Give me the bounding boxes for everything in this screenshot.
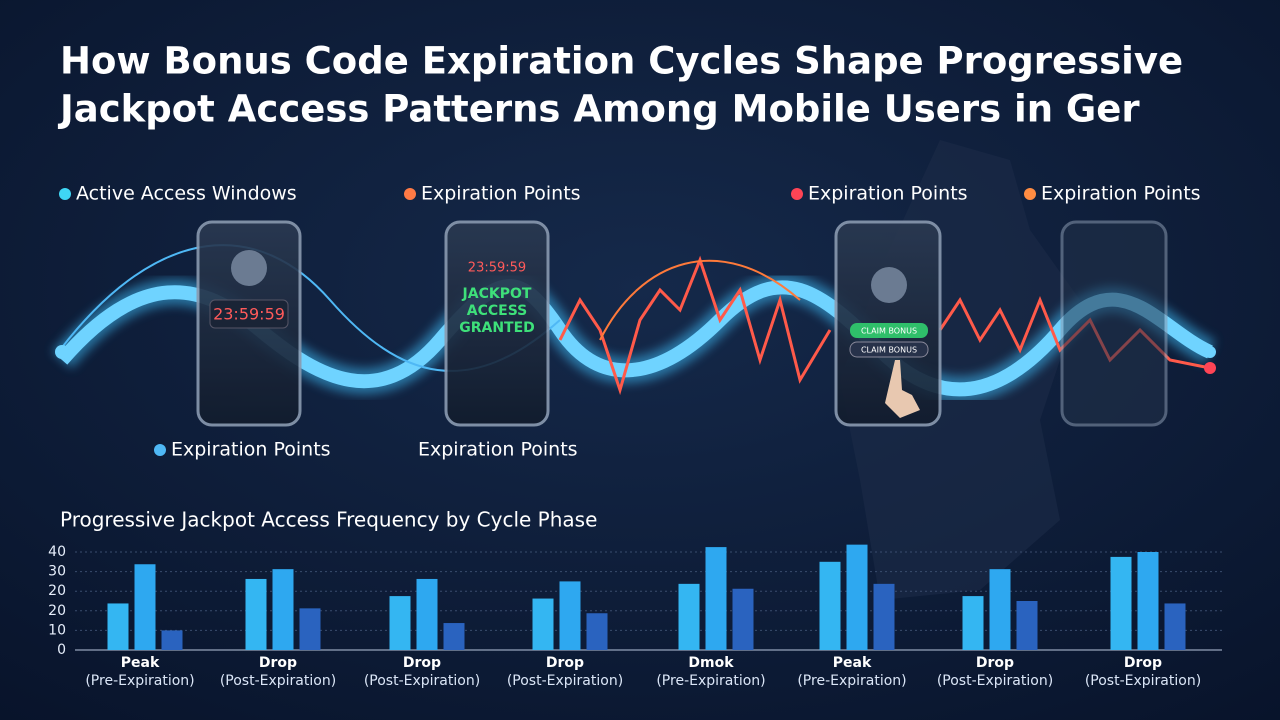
label-dot — [59, 188, 71, 200]
bar — [1110, 556, 1132, 650]
phone: CLAIM BONUS CLAIM BONUS — [834, 220, 942, 427]
bar — [559, 581, 581, 650]
label: Expiration Points — [418, 439, 578, 461]
y-tick-label: 20 — [48, 583, 66, 599]
label: Expiration Points — [421, 183, 581, 205]
bar — [443, 623, 465, 650]
bar — [299, 608, 321, 650]
bar — [389, 596, 411, 650]
bar — [678, 583, 700, 650]
bar — [586, 613, 608, 650]
chart-title: Progressive Jackpot Access Frequency by … — [60, 508, 597, 532]
x-tick-label: Drop — [259, 655, 297, 671]
bar — [732, 588, 754, 650]
phone: 23:59:59 JACKPOT ACCESS GRANTED — [444, 220, 550, 427]
x-tick-label: (Post-Expiration) — [507, 673, 623, 689]
x-tick-label: Drop — [976, 655, 1014, 671]
bar — [705, 547, 727, 650]
y-tick-label: 20 — [48, 603, 66, 619]
x-tick-label: (Pre-Expiration) — [85, 673, 194, 689]
bar — [1164, 603, 1186, 650]
x-tick-label: (Post-Expiration) — [937, 673, 1053, 689]
label-dot — [154, 444, 166, 456]
bar — [134, 564, 156, 650]
bar — [107, 603, 129, 650]
phone-button[interactable]: CLAIM BONUS — [861, 346, 917, 355]
x-tick-label: (Post-Expiration) — [1085, 673, 1201, 689]
label: Expiration Points — [1041, 183, 1201, 205]
bar — [962, 596, 984, 650]
label-dot — [1024, 188, 1036, 200]
y-tick-label: 0 — [57, 642, 66, 658]
title-line: Jackpot Access Patterns Among Mobile Use… — [57, 88, 1140, 131]
phone — [1060, 220, 1168, 427]
x-tick-label: Drop — [546, 655, 584, 671]
phone-timer: 23:59:59 — [213, 305, 285, 324]
bar — [161, 630, 183, 650]
label-dot — [404, 188, 416, 200]
bar — [989, 569, 1011, 650]
phone: 23:59:59 — [196, 220, 302, 427]
bar — [846, 544, 868, 650]
bar — [272, 569, 294, 650]
phone-timer: 23:59:59 — [468, 261, 526, 276]
x-tick-label: (Pre-Expiration) — [797, 673, 906, 689]
phone-button[interactable]: CLAIM BONUS — [861, 327, 917, 336]
bar — [1016, 601, 1038, 650]
x-tick-label: (Pre-Expiration) — [656, 673, 765, 689]
label: Expiration Points — [171, 439, 331, 461]
y-tick-label: 30 — [48, 564, 66, 580]
bar — [245, 578, 267, 650]
bar — [416, 578, 438, 650]
y-tick-label: 40 — [48, 544, 66, 560]
x-tick-label: Drop — [1124, 655, 1162, 671]
bar — [532, 598, 554, 650]
bar — [819, 561, 841, 650]
x-tick-label: (Post-Expiration) — [220, 673, 336, 689]
label: Expiration Points — [808, 183, 968, 205]
x-tick-label: Dmok — [688, 655, 734, 671]
phone-message: ACCESS — [467, 303, 527, 319]
label: Active Access Windows — [76, 183, 297, 205]
x-tick-label: Peak — [833, 655, 872, 671]
bar — [873, 583, 895, 650]
phone-message: JACKPOT — [462, 286, 532, 302]
y-tick-label: 10 — [48, 622, 66, 638]
x-tick-label: (Post-Expiration) — [364, 673, 480, 689]
x-tick-label: Peak — [121, 655, 160, 671]
x-tick-label: Drop — [403, 655, 441, 671]
title-line: How Bonus Code Expiration Cycles Shape P… — [60, 40, 1183, 83]
phone-message: GRANTED — [459, 320, 535, 336]
label-dot — [791, 188, 803, 200]
bar — [1137, 552, 1159, 650]
